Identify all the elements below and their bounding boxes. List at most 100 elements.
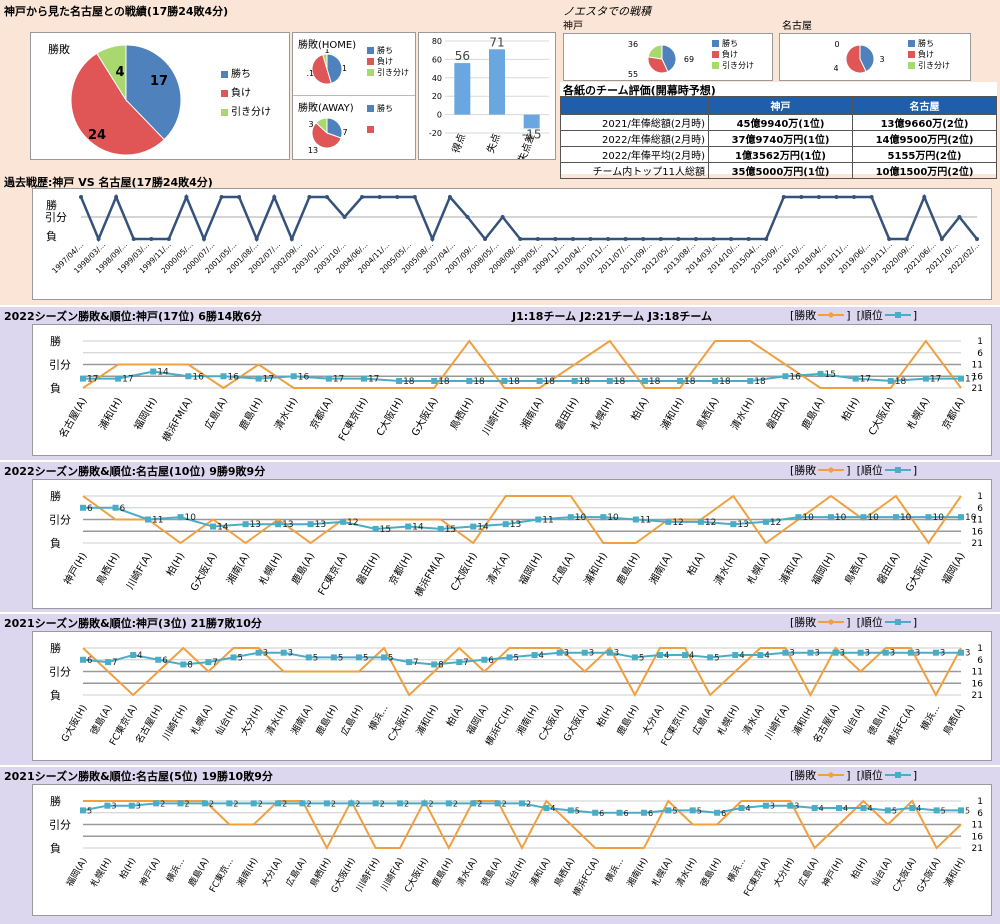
- history-point: [816, 195, 821, 199]
- season-x-label: 徳島(A): [478, 856, 504, 889]
- rank-point: [230, 654, 237, 661]
- legend-result-label: 勝敗: [794, 769, 817, 782]
- season-x-label: 鳥栖(H): [93, 550, 122, 587]
- rank-point: [571, 377, 578, 384]
- rank-point: [852, 375, 859, 382]
- season-x-label: 磐田(H): [552, 395, 581, 432]
- rank-point: [795, 514, 802, 521]
- history-point: [184, 195, 189, 199]
- history-point: [395, 195, 400, 199]
- rank-value-label: 3: [840, 649, 845, 659]
- season-x-label: 福岡(A): [464, 703, 491, 738]
- rank-value-label: 10: [575, 513, 587, 523]
- rank-value-label: 17: [122, 375, 133, 385]
- rank-point: [421, 800, 428, 807]
- rank-value-label: 6: [599, 809, 604, 818]
- rank-value-label: 14: [412, 523, 424, 533]
- legend-win: 勝ち: [221, 69, 271, 80]
- rank-value-label: 4: [843, 804, 848, 813]
- rank-value-label: 2: [380, 799, 385, 808]
- history-point: [904, 237, 909, 241]
- legend-result-label: 勝敗: [794, 309, 817, 322]
- season-x-label: 仙台(A): [868, 856, 894, 889]
- rank-point: [466, 377, 473, 384]
- rank-value-label: 3: [564, 649, 569, 659]
- season-x-label: 京都(A): [307, 395, 336, 432]
- y-label-win: 勝: [50, 334, 61, 348]
- history-chart: 勝引分負1997/04/...1998/03/...1998/09/...199…: [45, 193, 981, 275]
- legend-result-label: 勝敗: [794, 616, 817, 629]
- season-x-label: G大阪(H): [59, 703, 90, 744]
- bar-tick-label: 0: [437, 111, 442, 120]
- rank-value-label: 13: [250, 520, 261, 530]
- season-x-label: 札幌(A): [744, 550, 773, 587]
- pie-value-label: 10: [342, 64, 347, 73]
- history-line: [79, 193, 978, 243]
- season-x-label: 神戸(H): [819, 856, 845, 890]
- y-label-draw: 引分: [49, 818, 71, 832]
- rank-point: [470, 523, 477, 530]
- season-x-label: 札幌(H): [256, 550, 285, 587]
- season-x-label: 横浜FM(A): [412, 550, 448, 599]
- pie-value-label: 3: [308, 120, 313, 129]
- pie-slice-draw: [647, 44, 663, 60]
- rank-value-label: 17: [87, 375, 98, 385]
- history-point: [570, 237, 575, 241]
- history-point: [658, 237, 663, 241]
- rank-point: [747, 377, 754, 384]
- rank-value-label: 6: [721, 809, 726, 818]
- season-x-label: C大阪(A): [890, 856, 919, 894]
- season-x-label: 鹿島(A): [799, 395, 828, 432]
- history-point: [149, 237, 154, 241]
- history-point: [79, 195, 83, 199]
- season-x-label: G大阪(A): [187, 550, 220, 593]
- rank-point: [556, 649, 563, 656]
- rank-value-label: 18: [649, 377, 661, 387]
- rank-point: [330, 654, 337, 661]
- rank-value-label: 2: [209, 799, 214, 808]
- rank-value-label: 12: [770, 518, 781, 528]
- rank-value-label: 2: [404, 799, 409, 808]
- rank-point: [431, 661, 438, 668]
- rank-value-label: 16: [298, 372, 310, 382]
- rank-point: [210, 523, 217, 530]
- evaluation-box: 各紙のチーム評価(開幕時予想) 神戸 名古屋 2021/年俸総額(2月時) 45億…: [560, 82, 997, 179]
- evaluation-table: 神戸 名古屋 2021/年俸総額(2月時) 45億9940万(1位) 13億9660…: [560, 96, 997, 179]
- rank-point: [632, 516, 639, 523]
- season-x-label: 徳島(A): [88, 703, 115, 738]
- rank-value-label: 11: [542, 516, 553, 526]
- rank-tick-label: 1: [977, 644, 983, 654]
- rank-point: [372, 800, 379, 807]
- season-x-label: 鹿島(H): [236, 395, 265, 432]
- rank-tick-label: 1: [977, 492, 983, 502]
- history-point: [324, 195, 329, 199]
- rank-value-label: 10: [900, 513, 912, 523]
- rank-value-label: 4: [819, 804, 824, 813]
- season-x-label: 湘南(A): [224, 550, 253, 587]
- pie-slice-win: [859, 44, 875, 73]
- rank-value-label: 3: [288, 649, 293, 659]
- rank-point: [531, 652, 538, 659]
- pie-value-label: 7: [342, 128, 347, 137]
- rank-point: [641, 377, 648, 384]
- season-x-label: 磐田(A): [874, 550, 903, 587]
- rank-point: [406, 659, 413, 666]
- rank-value-label: 2: [258, 799, 263, 808]
- rank-line: [83, 370, 961, 382]
- rank-value-label: 4: [664, 651, 669, 661]
- rank-value-label: 6: [488, 656, 493, 666]
- history-point: [729, 237, 734, 241]
- rank-value-label: 6: [624, 809, 629, 818]
- history-title: 過去戦歴:神戸 VS 名古屋(17勝24敗4分): [4, 176, 213, 189]
- season-x-label: 湘南(H): [234, 856, 260, 890]
- rank-point: [932, 649, 939, 656]
- rank-point: [112, 504, 119, 511]
- history-point: [272, 195, 277, 199]
- season-x-label: 浦和(H): [414, 703, 441, 738]
- y-label-draw: 引分: [49, 358, 71, 372]
- total-pie-box: 勝敗 17 24 4 勝ち 負け 引き分け: [30, 32, 290, 160]
- rank-value-label: 5: [363, 653, 368, 663]
- history-point: [676, 237, 681, 241]
- rank-point: [907, 649, 914, 656]
- season-x-label: 湘南(A): [289, 703, 316, 738]
